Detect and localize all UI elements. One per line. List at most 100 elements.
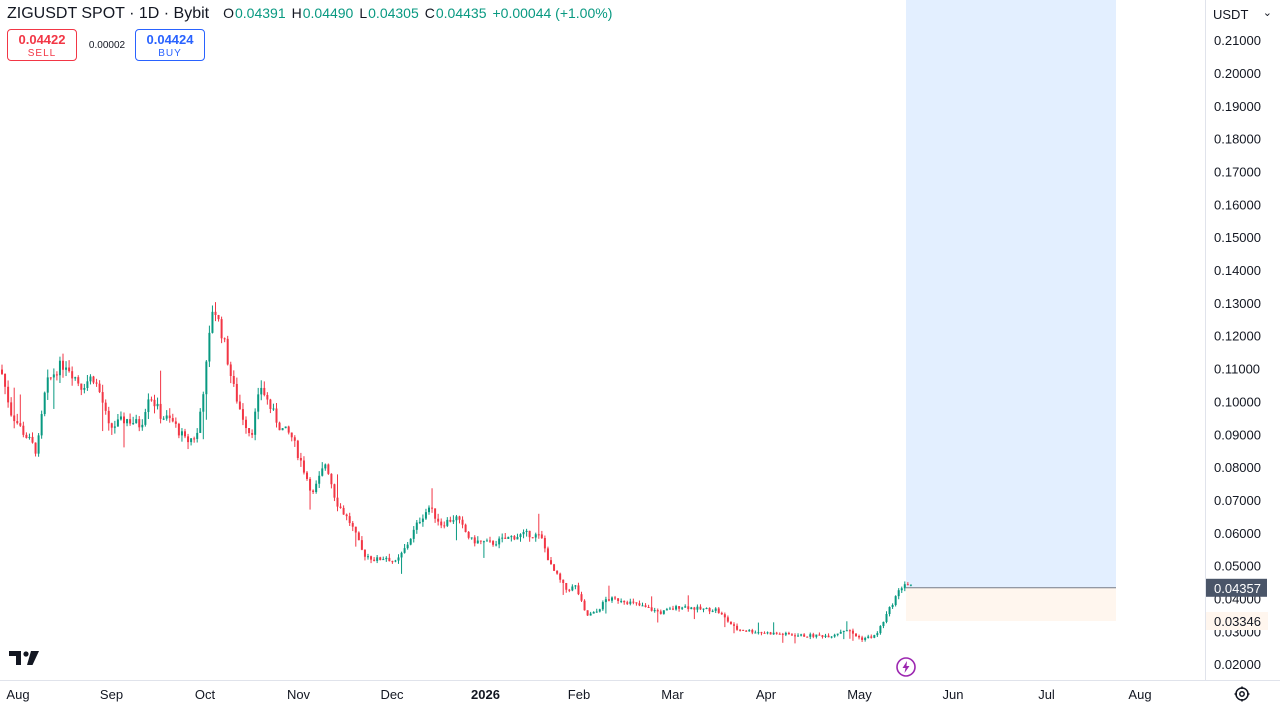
y-tick-label: 0.15000 <box>1214 230 1261 245</box>
candle-body <box>245 419 247 429</box>
candle-body <box>208 332 211 362</box>
buy-price: 0.04424 <box>146 32 194 47</box>
y-tick-label: 0.14000 <box>1214 263 1261 278</box>
candle-body <box>284 426 287 429</box>
candle-body <box>126 419 129 424</box>
candle-body <box>43 392 46 415</box>
candle-body <box>790 634 793 636</box>
candle-body <box>516 537 519 540</box>
high-label: H <box>291 5 302 21</box>
tradingview-logo-icon[interactable] <box>9 649 41 667</box>
candle-body <box>894 596 897 606</box>
candle-body <box>589 613 592 616</box>
candle-body <box>336 497 339 507</box>
candle-body <box>7 386 10 403</box>
candle-body <box>272 408 275 410</box>
y-tick-label: 0.18000 <box>1214 132 1261 147</box>
candle-body <box>296 440 299 458</box>
candle-body <box>211 311 214 333</box>
candle-body <box>620 600 623 602</box>
candle-body <box>71 371 74 379</box>
candle-body <box>403 548 406 553</box>
candle-body <box>37 435 40 454</box>
candle-body <box>138 419 141 428</box>
projection-lower-zone <box>906 587 1116 622</box>
candle-body <box>452 520 455 522</box>
candle-body <box>104 402 107 411</box>
candle-body <box>556 570 559 574</box>
candle-body <box>586 610 589 616</box>
x-tick-label: Nov <box>287 687 311 702</box>
candle-body <box>601 602 604 610</box>
candle-body <box>830 636 833 638</box>
candle-body <box>745 630 748 632</box>
y-tick-label: 0.12000 <box>1214 329 1261 344</box>
candle-body <box>836 633 839 635</box>
candle-body <box>107 410 110 424</box>
candle-body <box>851 630 854 634</box>
close-value: 0.04435 <box>435 5 487 21</box>
candle-body <box>293 437 296 441</box>
candle-body <box>772 632 775 635</box>
candle-body <box>251 433 254 435</box>
candle-body <box>168 415 171 419</box>
candle-body <box>495 544 498 546</box>
candle-body <box>458 516 461 520</box>
candle-body <box>769 632 772 635</box>
candle-body <box>809 634 812 637</box>
change-value: +0.00044 (+1.00%) <box>492 5 613 21</box>
candle-body <box>10 402 13 416</box>
current-price-tag <box>1206 578 1267 597</box>
candle-body <box>723 614 726 618</box>
candle-body <box>720 612 723 615</box>
x-tick-label: Oct <box>195 687 216 702</box>
candle-body <box>205 361 208 395</box>
candle-body <box>400 552 403 558</box>
candle-body <box>510 536 513 538</box>
candle-body <box>162 418 165 420</box>
candle-body <box>876 633 879 636</box>
candle-body <box>577 585 580 595</box>
candle-body <box>129 419 132 424</box>
candle-body <box>354 526 357 533</box>
candle-body <box>891 605 894 608</box>
candle-body <box>653 610 656 612</box>
candle-body <box>550 560 552 565</box>
settings-icon[interactable] <box>1233 685 1251 703</box>
candle-body <box>116 419 119 427</box>
candle-body <box>257 394 260 412</box>
candle-body <box>229 364 232 376</box>
candle-body <box>345 514 348 517</box>
candle-body <box>40 414 43 436</box>
candle-body <box>559 573 562 580</box>
y-tick-label: 0.20000 <box>1214 66 1261 81</box>
buy-button[interactable]: 0.04424 BUY <box>135 29 205 61</box>
candle-body <box>184 431 186 437</box>
candle-body <box>794 635 796 637</box>
candle-body <box>330 473 333 485</box>
candle-body <box>675 606 678 610</box>
candle-body <box>519 534 522 538</box>
candle-body <box>431 507 434 509</box>
lightning-icon[interactable] <box>896 657 916 677</box>
sell-button[interactable]: 0.04422 SELL <box>7 29 77 61</box>
candle-body <box>739 629 742 631</box>
candle-body <box>34 442 37 454</box>
candle-body <box>903 584 906 589</box>
candle-body <box>397 557 400 561</box>
candle-body <box>287 426 290 433</box>
candle-body <box>199 411 202 433</box>
candle-body <box>504 537 507 539</box>
y-tick-label: 0.05000 <box>1214 559 1261 574</box>
candle-body <box>446 519 449 526</box>
candle-body <box>699 606 702 610</box>
candle-body <box>443 525 446 527</box>
candle-body <box>748 630 751 632</box>
candles <box>1 302 912 644</box>
candle-body <box>882 621 885 627</box>
candle-body <box>885 614 888 622</box>
currency-selector[interactable]: USDT ⌄ <box>1208 3 1276 25</box>
candle-body <box>28 436 31 438</box>
projection-low-tag <box>1206 612 1268 631</box>
